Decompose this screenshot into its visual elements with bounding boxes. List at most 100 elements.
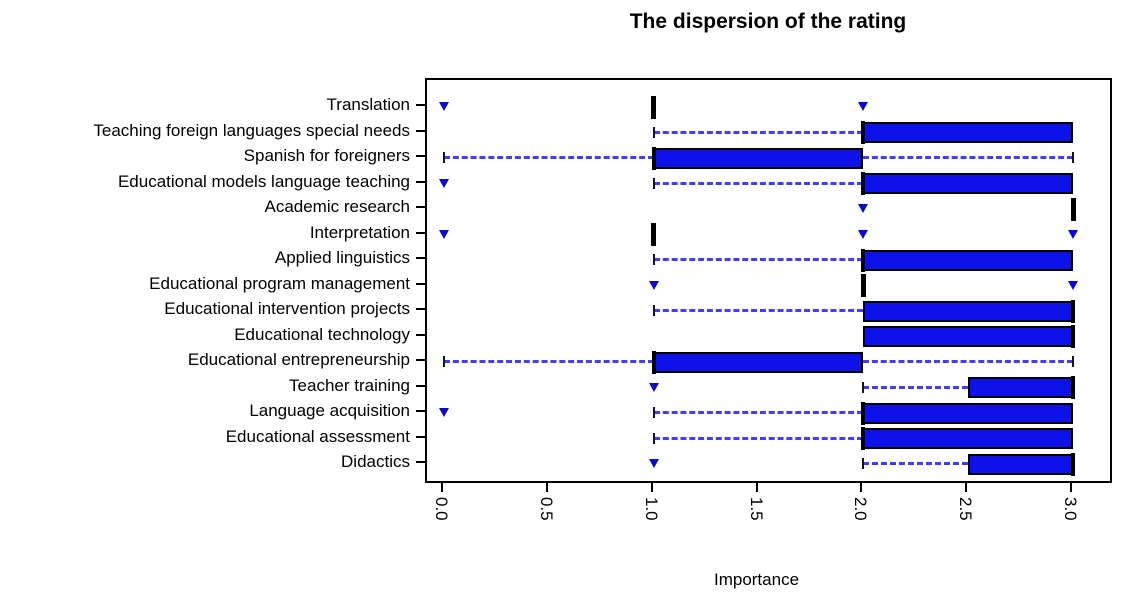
outlier-marker — [858, 204, 869, 213]
box — [653, 351, 864, 373]
outlier-marker — [439, 408, 449, 417]
x-tick-label: 2.5 — [956, 497, 976, 521]
outlier-marker — [439, 102, 449, 111]
outlier-marker — [1068, 280, 1078, 290]
outlier-marker — [648, 280, 659, 290]
x-axis-tick — [650, 483, 653, 492]
whisker — [863, 462, 969, 465]
median-line — [1071, 452, 1075, 476]
category-label: Educational entrepreneurship — [187, 350, 410, 370]
y-axis-tick — [416, 308, 425, 310]
whisker-cap — [652, 305, 655, 316]
whisker-cap — [652, 254, 655, 265]
outlier-marker — [439, 229, 449, 239]
median-line — [1070, 197, 1076, 221]
x-axis-title: Importance — [713, 570, 800, 589]
category-label: Educational program management — [149, 273, 410, 293]
median-line — [651, 223, 657, 246]
x-tick-label: 0.5 — [536, 497, 556, 521]
category-label: Spanish for foreigners — [243, 146, 410, 166]
whisker — [444, 156, 654, 159]
box — [863, 300, 1073, 322]
outlier-marker — [648, 459, 659, 468]
y-axis-tick — [416, 129, 425, 132]
median-line — [651, 146, 656, 170]
y-axis-tick — [416, 359, 425, 361]
x-tick-label: 1.0 — [641, 497, 661, 521]
category-label: Academic research — [264, 197, 410, 217]
x-axis-tick — [545, 483, 548, 492]
box — [863, 428, 1073, 449]
outlier-marker — [439, 178, 449, 188]
x-axis-tick — [1070, 483, 1072, 492]
category-label: Educational intervention projects — [164, 299, 410, 319]
median-line — [651, 95, 657, 119]
category-label: Teaching foreign languages special needs — [93, 120, 410, 140]
median-line — [861, 121, 866, 144]
whisker-cap — [652, 177, 655, 189]
whisker-cap — [443, 356, 445, 367]
chart-title: The dispersion of the rating — [629, 10, 907, 33]
whisker — [863, 385, 969, 389]
y-axis-tick — [416, 104, 425, 106]
y-axis-tick — [416, 410, 425, 412]
median-line — [1071, 376, 1075, 399]
box — [863, 173, 1073, 194]
whisker-cap — [1072, 152, 1074, 163]
box — [863, 249, 1073, 271]
box — [968, 377, 1073, 398]
median-line — [861, 248, 866, 272]
y-axis-tick — [416, 333, 425, 336]
whisker-cap — [652, 407, 655, 418]
median-line — [1071, 325, 1075, 348]
category-label: Teacher training — [289, 375, 410, 395]
y-axis-tick — [416, 257, 425, 259]
box — [653, 147, 864, 169]
whisker — [653, 181, 864, 185]
y-axis-tick — [416, 384, 425, 387]
median-line — [861, 427, 866, 450]
whisker — [653, 130, 864, 134]
category-label: Educational assessment — [225, 426, 410, 446]
box — [863, 122, 1073, 143]
y-axis-tick — [416, 282, 425, 285]
plot-area — [425, 78, 1112, 483]
whisker-cap — [862, 458, 865, 469]
y-axis-tick — [416, 231, 425, 234]
x-axis-tick — [860, 483, 863, 492]
whisker-cap — [652, 432, 655, 444]
whisker-cap — [652, 126, 655, 138]
whisker-cap — [1072, 356, 1074, 367]
x-tick-label: 3.0 — [1061, 497, 1080, 521]
whisker — [653, 258, 864, 261]
median-line — [651, 350, 656, 374]
y-axis-tick — [416, 155, 425, 157]
category-label: Interpretation — [309, 222, 410, 242]
box — [863, 326, 1073, 347]
outlier-marker — [858, 102, 869, 111]
whisker — [863, 360, 1073, 363]
x-axis-tick — [441, 483, 443, 492]
outlier-marker — [1068, 229, 1078, 239]
median-line — [861, 172, 866, 195]
category-label: Educational models language teaching — [117, 171, 410, 191]
x-axis-tick — [755, 483, 758, 492]
median-line — [861, 401, 866, 425]
x-axis-tick — [965, 483, 968, 492]
whisker — [863, 156, 1073, 159]
y-axis-tick — [416, 180, 425, 183]
category-label: Language acquisition — [249, 401, 410, 421]
box — [863, 402, 1073, 424]
median-line — [1071, 299, 1075, 323]
x-tick-label: 1.5 — [746, 497, 766, 521]
category-label: Translation — [326, 95, 410, 115]
outlier-marker — [648, 382, 659, 392]
whisker-cap — [443, 152, 445, 163]
x-tick-label: 2.0 — [851, 497, 871, 521]
x-tick-label: 0.0 — [432, 497, 451, 521]
category-label: Didactics — [341, 452, 410, 472]
whisker — [444, 360, 654, 363]
whisker-cap — [862, 381, 865, 393]
median-line — [860, 274, 866, 297]
